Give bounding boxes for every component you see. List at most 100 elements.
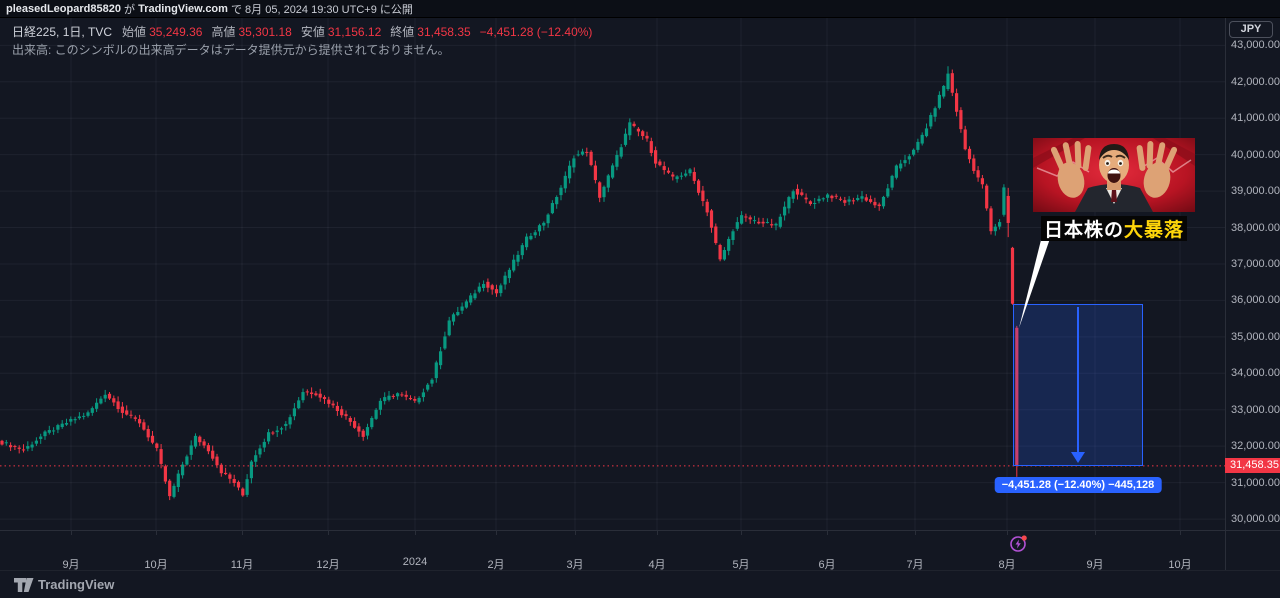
candle-body	[611, 165, 615, 178]
candle-body	[443, 336, 447, 349]
tradingview-logo-icon[interactable]	[14, 578, 35, 592]
candle-body	[989, 208, 993, 232]
caption-highlight: 大暴落	[1124, 220, 1185, 241]
price-axis[interactable]: 43,000.00 42,000.00 41,000.00 40,000.00 39,0…	[1225, 18, 1280, 530]
candle-body	[568, 165, 572, 179]
candle-body	[469, 295, 473, 303]
symbol-title[interactable]: 日経225, 1日, TVC	[12, 25, 113, 39]
footer-bar: TradingView	[0, 571, 1280, 598]
candle-body	[13, 446, 17, 448]
measure-arrow	[1071, 307, 1085, 463]
currency-button[interactable]: JPY	[1229, 21, 1273, 38]
time-axis-label: 2024	[402, 556, 428, 568]
candle-body	[90, 408, 94, 413]
candle-body	[912, 149, 916, 155]
time-axis-label: 9月	[1086, 559, 1104, 571]
candle-body	[950, 73, 954, 93]
time-axis-label: 5月	[732, 559, 750, 571]
candle-body	[39, 436, 43, 439]
candle-body	[64, 423, 69, 425]
candle-body	[73, 419, 77, 421]
candle-body	[258, 448, 262, 455]
candle-body	[860, 196, 864, 199]
price-axis-label: 42,000.00	[1231, 75, 1280, 88]
high-label: 高値	[211, 25, 236, 39]
candle-body	[305, 391, 309, 393]
price-axis-label: 39,000.00	[1231, 185, 1280, 198]
candle-body	[451, 314, 456, 322]
price-axis-label: 34,000.00	[1231, 367, 1280, 380]
candle-body	[778, 216, 782, 227]
candle-body	[374, 409, 378, 419]
candle-body	[602, 186, 606, 198]
candle-body	[843, 200, 847, 203]
candle-body	[9, 445, 13, 448]
high-value: 35,301.18	[238, 25, 292, 39]
candle-body	[17, 447, 21, 449]
measure-range-box[interactable]	[1013, 304, 1143, 466]
candle-body	[963, 129, 967, 150]
candle-body	[761, 221, 765, 224]
publisher-username[interactable]: pleasedLeopard85820	[6, 2, 121, 15]
candle-body	[838, 198, 843, 200]
candle-body	[310, 392, 314, 395]
volume-note: 出来高: このシンボルの出来高データはデータ提供元から提供されておりません。	[12, 43, 450, 57]
candle-body	[585, 151, 589, 153]
candle-body	[628, 122, 632, 136]
candle-body	[598, 182, 602, 198]
candle-body	[344, 414, 348, 417]
chart-pane[interactable]	[0, 18, 1225, 530]
candle-body	[490, 285, 494, 290]
time-axis[interactable]: 9月 10月 11月 12月 2024 2月 3月 4月 5月 6月 7月 8月 9月 10月	[0, 530, 1280, 571]
time-axis-label: 9月	[62, 559, 80, 571]
candle-body	[116, 401, 120, 410]
candle-body	[391, 395, 395, 397]
market-status-icon[interactable]	[1009, 534, 1028, 553]
time-axis-label: 4月	[648, 559, 666, 571]
candle-body	[288, 417, 292, 425]
callout-arrow	[1019, 220, 1054, 328]
candle-body	[890, 175, 894, 188]
candle-body	[404, 394, 408, 397]
candle-body	[740, 215, 744, 224]
candle-body	[804, 197, 808, 200]
candle-body	[516, 254, 520, 262]
change-value: −4,451.28 (−12.40%)	[479, 25, 593, 39]
candle-body	[168, 480, 172, 497]
candle-body	[172, 485, 176, 497]
candle-body	[176, 473, 180, 488]
crash-thumbnail-overlay[interactable]: 日本株の 大暴落	[1033, 138, 1195, 241]
time-axis-separator	[0, 530, 1280, 531]
candle-body	[757, 221, 761, 224]
candle-body	[421, 392, 425, 398]
candle-body	[43, 431, 47, 437]
site-link[interactable]: TradingView.com	[138, 2, 228, 15]
candlestick-plot[interactable]	[0, 18, 1225, 530]
time-axis-tick	[915, 530, 916, 535]
open-value: 35,249.36	[149, 25, 203, 39]
candle-body	[791, 191, 795, 199]
candle-body	[770, 224, 774, 226]
caption-prefix: 日本株の	[1043, 220, 1124, 241]
publish-timestamp: で 8月 05, 2024 19:30 UTC+9 に公開	[227, 3, 413, 16]
candle-body	[150, 435, 155, 443]
candle-body	[817, 198, 821, 202]
candle-body	[873, 201, 877, 206]
time-axis-tick	[242, 530, 243, 535]
candle-body	[267, 432, 271, 442]
candle-body	[800, 192, 804, 195]
tradingview-wordmark[interactable]: TradingView	[38, 577, 115, 592]
candle-body	[314, 393, 318, 396]
candle-body	[813, 203, 817, 205]
candle-body	[95, 402, 99, 409]
candle-body	[202, 441, 206, 446]
candle-body	[129, 414, 133, 416]
candle-body	[331, 403, 335, 406]
candle-body	[830, 195, 834, 199]
candle-body	[619, 147, 623, 157]
candle-body	[765, 221, 769, 223]
candle-body	[370, 418, 374, 428]
candle-body	[56, 425, 60, 430]
candle-body	[512, 259, 516, 271]
candle-body	[434, 362, 438, 379]
